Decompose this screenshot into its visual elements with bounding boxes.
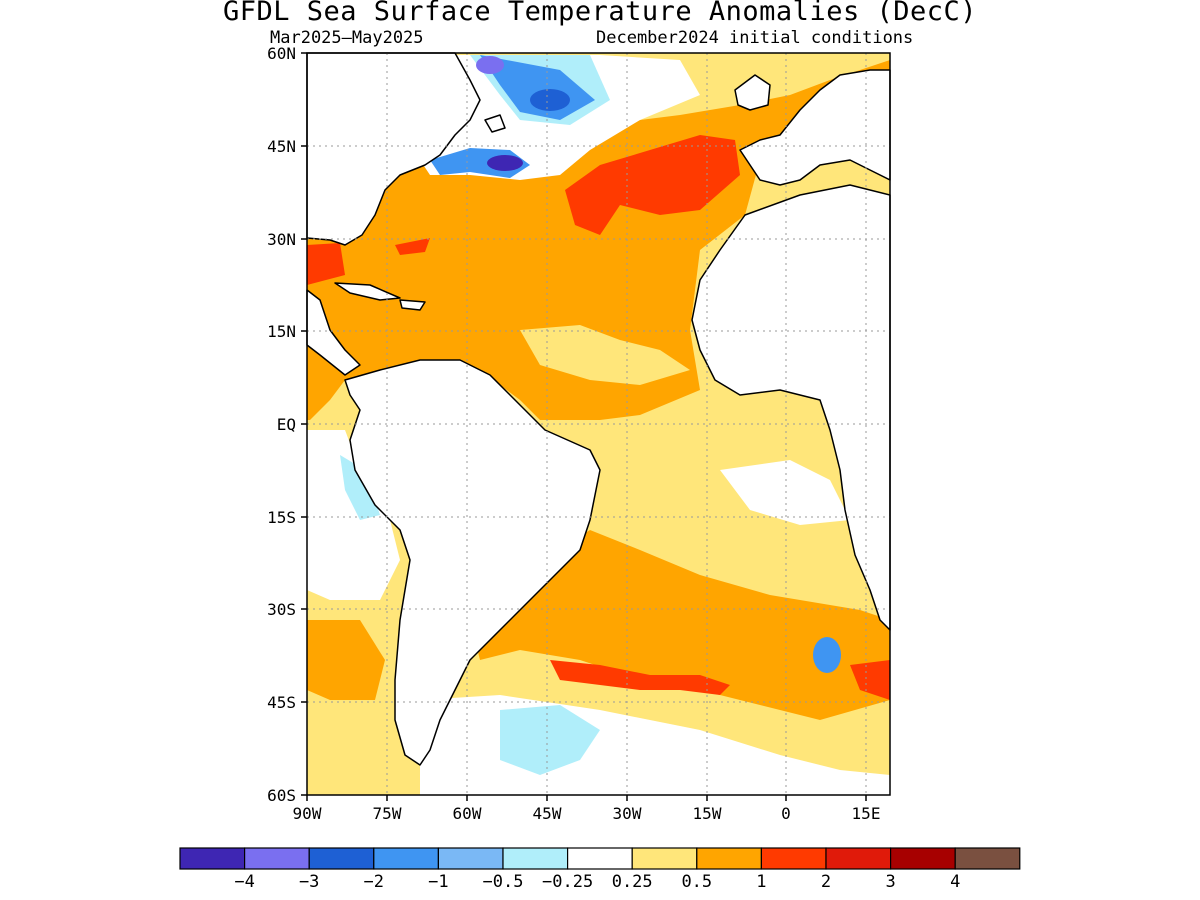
lat-label-45s: 45S [267,693,296,712]
init-label: December2024 initial conditions [596,28,914,48]
field-south-atlantic-red-band [550,660,730,695]
field-tropical-pale [520,325,690,385]
field-pacific-white [307,430,400,600]
colorbar-tick-label: −0.25 [542,872,594,892]
field-labrador-dark-blue [530,89,570,111]
map-title: GFDL Sea Surface Temperature Anomalies (… [223,0,977,27]
lat-label-60s: 60S [267,786,296,805]
field-labrador-purple [476,56,504,74]
lat-label-15s: 15S [267,508,296,527]
colorbar-swatch [954,847,1021,870]
field-red-patch [395,238,430,255]
cuba-land [334,282,401,301]
lat-label-15n: 15N [267,322,296,341]
colorbar-swatch [179,847,246,870]
field-south-atlantic-warm [470,530,890,720]
hispaniola-land [399,299,426,311]
colorbar-tick-label: 1 [756,872,767,892]
lon-label-75w: 75W [372,804,402,823]
colorbar-tick-label: −1 [428,872,449,892]
central-america-land [306,289,361,376]
lon-label-45w: 45W [532,804,562,823]
colorbar-tick-label: −3 [298,872,320,892]
colorbar-swatch [696,847,762,870]
colorbar-swatch [244,847,310,870]
colorbar-swatch [437,847,504,870]
lon-label-60w: 60W [452,804,482,823]
field-guinea-white [720,460,850,525]
land-masses [306,52,891,766]
field-north-atlantic-strong [565,135,740,235]
colorbar-swatch [889,847,956,870]
field-southern-cyan [500,705,600,775]
colorbar-swatch [502,847,569,870]
lon-label-90w: 90W [292,804,322,823]
colorbar-swatch [308,847,375,870]
colorbar-swatch [373,847,439,870]
colorbar-tick-label: 0.5 [681,872,713,892]
colorbar-swatch [760,847,827,870]
lon-label-15e: 15E [851,804,881,823]
colorbar-tick-label: 2 [820,872,832,892]
newfoundland-land [484,114,506,133]
colorbar-tick-label: −4 [234,872,255,892]
field-gulf-red [307,243,345,285]
lat-label-30s: 30S [267,600,296,619]
lat-label-60n: 60N [267,44,296,63]
lon-label-30w: 30W [612,804,642,823]
colorbar-tick-label: −2 [363,872,385,892]
lon-label-0: 0 [781,804,791,823]
colorbar-swatch [631,847,698,870]
lat-label-eq: EQ [276,415,296,434]
colorbar-tick-label: −0.5 [482,872,524,892]
south-america-land [344,359,601,766]
lat-label-45n: 45N [267,137,296,156]
lon-label-15w: 15W [692,804,722,823]
field-south-atlantic-blue [813,637,841,673]
british-isles-land [734,74,771,111]
colorbar-swatch [825,847,892,870]
colorbar-tick-label: 0.25 [611,872,653,892]
colorbar-tick-label: 4 [950,872,961,892]
field-pacific-cyan [340,455,380,520]
north-america-land [306,52,481,246]
season-label: Mar2025–May2025 [270,28,424,48]
grid-lines [307,53,890,795]
lat-label-30n: 30N [267,230,296,249]
colorbar-swatch [566,847,633,870]
tick-marks [301,52,867,801]
field-south-atlantic-red-east [850,660,890,700]
field-gulfstream-purple [487,155,523,171]
field-pacific-warm [307,620,385,700]
colorbar-tick-label: 3 [885,872,896,892]
colorbar [179,847,1021,870]
